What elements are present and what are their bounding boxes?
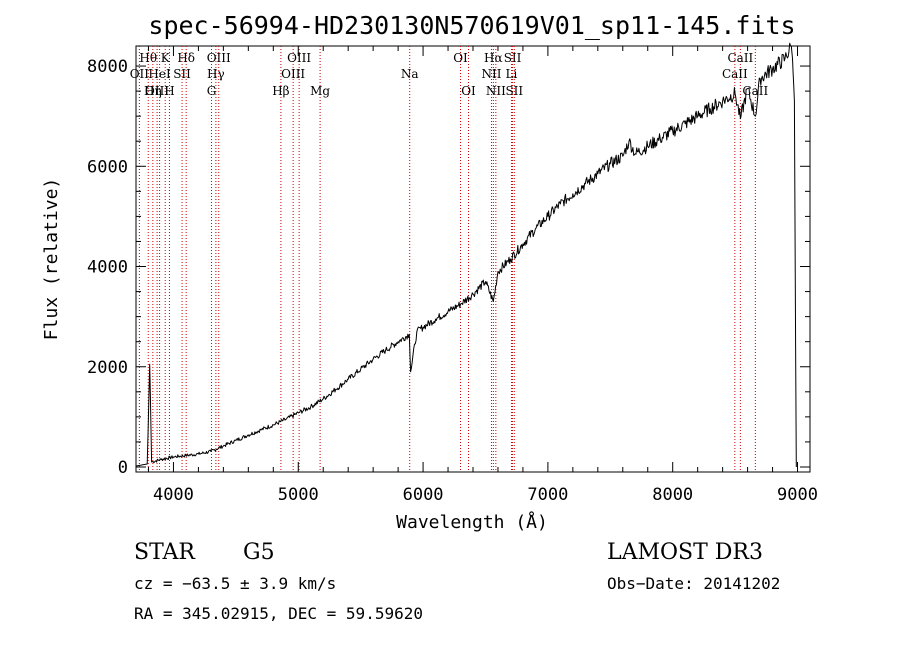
spectral-line-markers [138,46,756,472]
x-tick-label: 6000 [403,485,444,505]
line-label: Hη [144,84,162,98]
line-label: Li [506,67,518,81]
x-tick-label: 9000 [777,485,818,505]
y-axis-label: Flux (relative) [41,178,62,341]
observation-date: Obs−Date: 20141202 [607,574,780,593]
line-label: CaII [742,84,768,98]
line-label: CaII [727,51,753,65]
chart-title: spec-56994-HD230130N570619V01_sp11-145.f… [148,11,795,40]
survey-name: LAMOST DR3 [607,540,763,565]
y-tick-label: 8000 [87,57,128,77]
y-tick-label: 4000 [87,258,128,278]
line-label: OIII [145,84,169,98]
y-tick-label: 0 [118,458,128,478]
coordinates: RA = 345.02915, DEC = 59.59620 [134,604,423,623]
line-label: Hδ [177,51,195,65]
line-label: NII [486,84,506,98]
y-tick-label: 2000 [87,358,128,378]
line-label: OIII [207,51,231,65]
y-tick-label: 6000 [87,157,128,177]
spectrum-line [135,42,797,468]
object-subclass: G5 [243,540,275,565]
line-label: OI [453,51,468,65]
line-label: NII [481,67,501,81]
x-tick-label: 5000 [278,485,319,505]
line-label: K [161,51,171,65]
line-label: OI [461,84,476,98]
line-label: Hβ [272,84,289,98]
line-label: SII [173,67,191,81]
line-label: HeI [148,67,171,81]
line-label: OIII [287,51,311,65]
x-axis-label: Wavelength (Å) [396,511,548,533]
line-label: OIII [281,67,305,81]
line-label: H [164,84,174,98]
axis-ticks: 4000 5000 6000 7000 8000 9000 0 2000 4000 6000 800… [87,46,818,505]
line-label: Na [401,67,419,81]
redshift-velocity: cz = −63.5 ± 3.9 km/s [134,574,336,593]
line-label: Hα [484,51,503,65]
object-type: STAR [134,540,196,565]
x-tick-label: 4000 [153,485,194,505]
line-label: Hθ [139,51,157,65]
x-tick-label: 7000 [527,485,568,505]
line-label: Mg [310,84,330,98]
line-label: Hγ [207,67,225,81]
line-label: OII [130,67,150,81]
line-label: SII [504,51,522,65]
spectrum-series [135,42,797,468]
line-label: G [207,84,217,98]
line-label: SII [505,84,523,98]
x-tick-label: 8000 [652,485,693,505]
line-label: CaII [722,67,748,81]
